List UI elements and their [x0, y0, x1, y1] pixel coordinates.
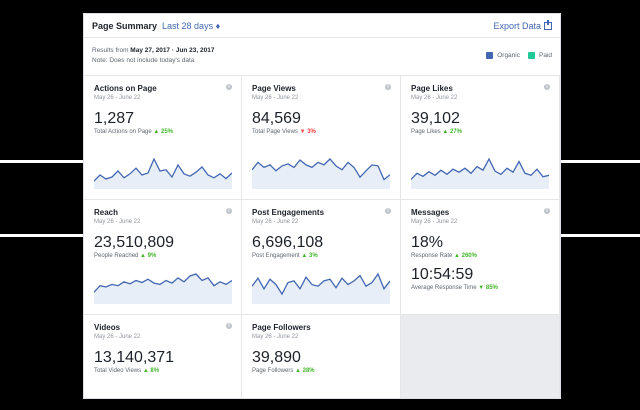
info-icon[interactable]: i	[544, 208, 550, 214]
paid-swatch	[527, 52, 535, 59]
card-value: 39,890	[252, 349, 301, 366]
card-change: ▲ 8%	[142, 368, 160, 374]
card-metric-label: Post Engagement	[252, 253, 300, 259]
card-value: 1,287	[94, 110, 135, 127]
card-title: Page Followers	[252, 323, 311, 332]
sparkline-line	[252, 158, 390, 181]
export-data-button[interactable]: Export Data	[493, 19, 552, 31]
card-title: Post Engagements	[252, 208, 325, 217]
card-date: May 26 - June 22	[411, 95, 458, 101]
sparkline	[94, 157, 232, 189]
sparkline-line	[252, 272, 390, 296]
response-time-label: Average Response Time	[411, 285, 477, 291]
page-title: Page Summary	[92, 20, 158, 31]
results-note: Note: Does not include today's data	[92, 57, 195, 64]
card-page-followers[interactable]: Page Followers May 26 - June 22 39,890 P…	[242, 314, 401, 398]
sparkline-line	[94, 273, 232, 293]
response-rate-value: 18%	[411, 234, 444, 251]
card-value: 6,696,108	[252, 234, 324, 251]
card-value: 84,569	[252, 110, 301, 127]
card-value: 13,140,371	[94, 349, 175, 366]
sparkline	[252, 158, 390, 189]
response-rate-label: Response Rate	[411, 253, 453, 259]
sparkline	[252, 272, 390, 304]
card-date: May 26 - June 22	[411, 219, 458, 225]
legend-organic: Organic	[497, 52, 520, 59]
empty-card	[401, 314, 560, 398]
card-title: Reach	[94, 208, 119, 217]
card-change: ▲ 28%	[295, 368, 315, 374]
response-time-change: ▼ 85%	[478, 285, 498, 291]
sparkline-area	[94, 159, 232, 189]
export-data-label: Export Data	[493, 20, 541, 31]
card-title: Page Likes	[411, 84, 453, 93]
card-metric-label: Total Actions on Page	[94, 129, 152, 135]
card-title: Videos	[94, 323, 121, 332]
info-icon[interactable]: i	[385, 208, 391, 214]
card-date: May 26 - June 22	[94, 334, 141, 340]
sparkline	[94, 273, 232, 304]
sparkline-area	[252, 159, 390, 189]
export-icon	[544, 19, 552, 30]
card-messages[interactable]: Messages May 26 - June 22 i 18% Response…	[401, 199, 560, 314]
results-info: Results from May 27, 2017 · Jun 23, 2017…	[92, 46, 215, 66]
sparkline-line	[411, 157, 549, 180]
response-time-value: 10:54:59	[411, 266, 474, 283]
metrics-grid: Actions on Page May 26 - June 22 i 1,287…	[84, 75, 560, 398]
card-change: ▲ 27%	[442, 129, 462, 135]
summary-header: Page Summary Last 28 days ♦ Export Data	[84, 14, 560, 38]
card-metric-label: Page Followers	[252, 368, 294, 374]
card-change: ▲ 3%	[301, 253, 318, 259]
card-metric-label: Total Page Views	[252, 129, 298, 135]
page-summary-panel: Page Summary Last 28 days ♦ Export Data …	[83, 13, 561, 399]
sparkline-area	[252, 274, 390, 304]
legend-paid: Paid	[538, 52, 552, 59]
card-actions-on-page[interactable]: Actions on Page May 26 - June 22 i 1,287…	[84, 75, 242, 199]
organic-swatch	[486, 52, 494, 59]
card-title: Messages	[411, 208, 450, 217]
card-date: May 26 - June 22	[94, 219, 141, 225]
card-change: ▲ 9%	[140, 253, 157, 259]
sparkline-area	[411, 159, 549, 189]
info-icon[interactable]: i	[226, 208, 232, 214]
card-date: May 26 - June 22	[252, 95, 299, 101]
card-title: Actions on Page	[94, 84, 157, 93]
card-reach[interactable]: Reach May 26 - June 22 i 23,510,809 Peop…	[84, 199, 242, 314]
sparkline-area	[94, 274, 232, 304]
card-metric-label: Total Video Views	[94, 368, 142, 374]
response-rate-change: ▲ 260%	[454, 253, 477, 259]
card-value: 39,102	[411, 110, 460, 127]
card-videos[interactable]: Videos May 26 - June 22 i 13,140,371 Tot…	[84, 314, 242, 398]
date-range-dropdown[interactable]: Last 28 days ♦	[162, 20, 221, 31]
sparkline	[411, 157, 549, 189]
card-date: May 26 - June 22	[94, 95, 141, 101]
card-change: ▼ 3%	[299, 129, 316, 135]
legend: Organic Paid	[486, 52, 552, 59]
card-post-engagements[interactable]: Post Engagements May 26 - June 22 i 6,69…	[242, 199, 401, 314]
info-icon[interactable]: i	[226, 323, 232, 329]
card-date: May 26 - June 22	[252, 219, 299, 225]
card-date: May 26 - June 22	[252, 334, 299, 340]
info-icon[interactable]: i	[385, 84, 391, 90]
card-value: 23,510,809	[94, 234, 175, 251]
info-icon[interactable]: i	[226, 84, 232, 90]
card-page-likes[interactable]: Page Likes May 26 - June 22 i 39,102 Pag…	[401, 75, 560, 199]
results-dates: May 27, 2017 · Jun 23, 2017	[130, 47, 215, 54]
card-title: Page Views	[252, 84, 296, 93]
card-change: ▲ 25%	[153, 129, 174, 135]
card-metric-label: People Reached	[94, 253, 139, 259]
card-page-views[interactable]: Page Views May 26 - June 22 i 84,569 Tot…	[242, 75, 401, 199]
sparkline-line	[94, 157, 232, 182]
results-prefix: Results from	[92, 47, 131, 54]
card-metric-label: Page Likes	[411, 129, 441, 135]
info-icon[interactable]: i	[544, 84, 550, 90]
